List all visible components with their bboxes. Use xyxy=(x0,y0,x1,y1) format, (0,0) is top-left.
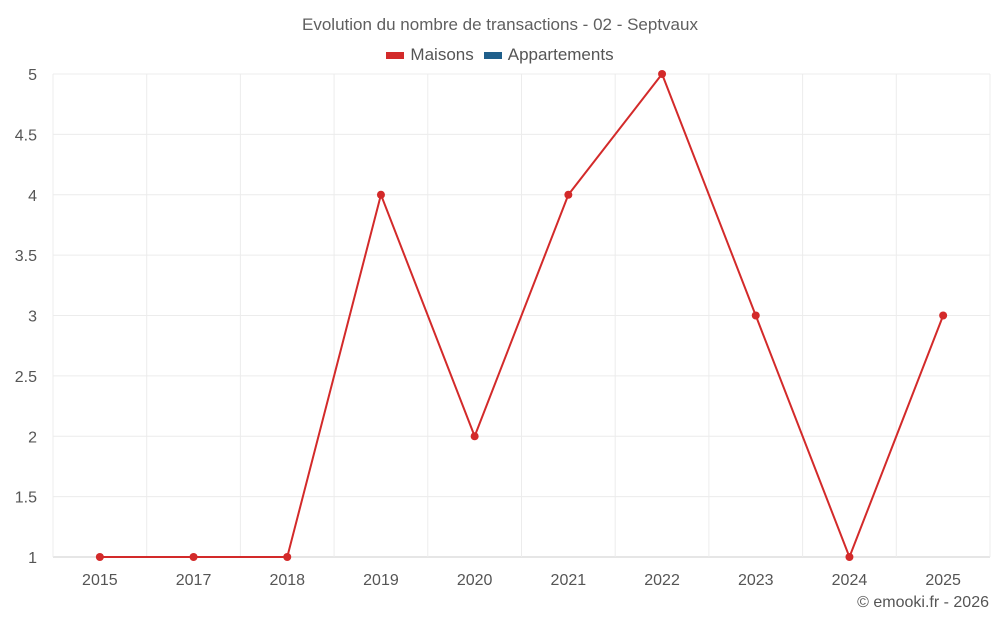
x-tick-label: 2025 xyxy=(925,572,961,589)
legend-item-maisons[interactable]: Maisons xyxy=(386,45,474,65)
data-point xyxy=(189,553,198,561)
data-point xyxy=(658,70,667,78)
data-point xyxy=(564,190,573,199)
x-tick-label: 2022 xyxy=(644,572,680,589)
legend-label-appartements: Appartements xyxy=(507,45,614,64)
data-point xyxy=(470,432,479,441)
y-tick-label: 4 xyxy=(28,188,37,205)
data-point xyxy=(95,553,104,561)
x-tick-label: 2018 xyxy=(269,572,305,589)
y-tick-label: 5 xyxy=(28,67,37,84)
credit-text: © emooki.fr - 2026 xyxy=(857,594,989,611)
series-line xyxy=(99,73,945,558)
data-point xyxy=(283,553,292,561)
x-tick-label: 2024 xyxy=(832,572,868,589)
y-tick-label: 3 xyxy=(28,309,37,326)
y-tick-label: 2 xyxy=(28,429,37,446)
legend: Maisons Appartements xyxy=(0,45,1000,65)
legend-label-maisons: Maisons xyxy=(410,45,474,64)
legend-swatch-maisons xyxy=(386,51,405,59)
legend-swatch-appartements xyxy=(483,51,502,59)
y-tick-label: 1.5 xyxy=(15,490,37,507)
y-tick-label: 3.5 xyxy=(15,248,37,265)
data-point xyxy=(751,311,760,320)
data-point xyxy=(845,553,854,561)
x-tick-label: 2019 xyxy=(363,572,399,589)
x-tick-label: 2021 xyxy=(551,572,587,589)
y-tick-label: 1 xyxy=(28,550,37,567)
legend-item-appartements[interactable]: Appartements xyxy=(483,45,614,65)
data-point xyxy=(939,311,948,320)
y-tick-label: 2.5 xyxy=(15,369,37,386)
data-point xyxy=(376,190,385,199)
x-tick-label: 2017 xyxy=(176,572,212,589)
chart-title: Evolution du nombre de transactions - 02… xyxy=(302,15,698,34)
x-tick-label: 2020 xyxy=(457,572,493,589)
x-tick-label: 2015 xyxy=(82,572,118,589)
x-tick-label: 2023 xyxy=(738,572,774,589)
y-tick-label: 4.5 xyxy=(15,127,37,144)
